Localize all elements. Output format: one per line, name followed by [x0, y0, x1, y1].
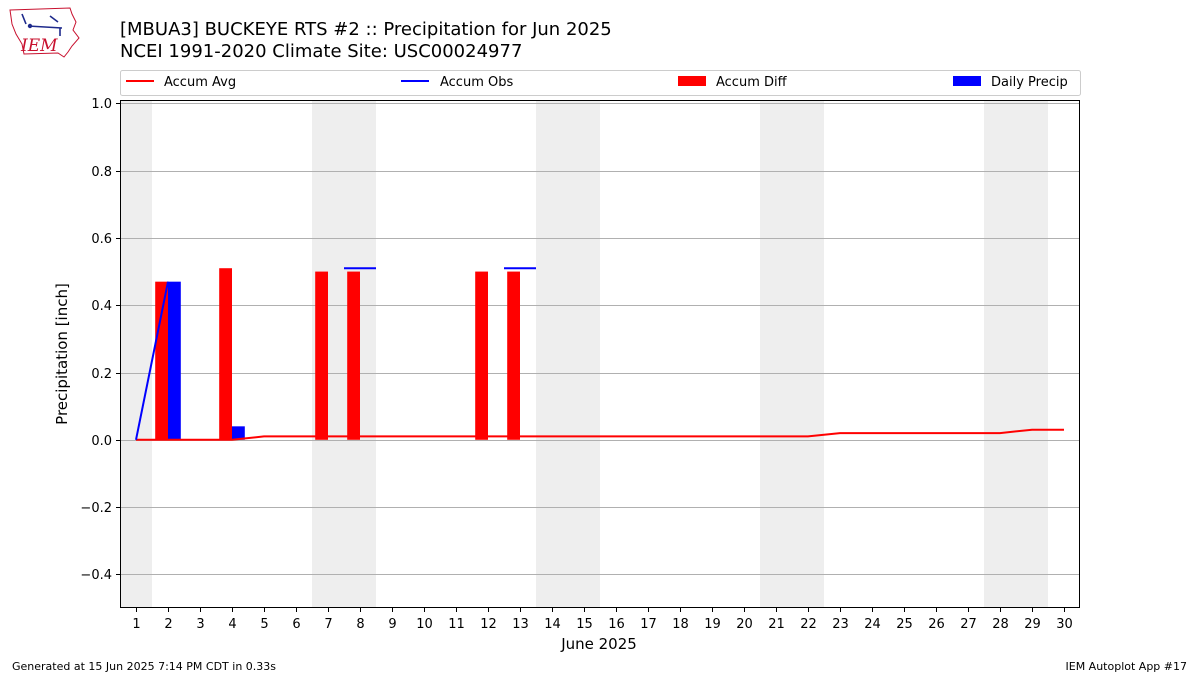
- x-tick-label: 22: [800, 617, 817, 632]
- x-tick-label: 27: [960, 617, 977, 632]
- x-tick-label: 19: [704, 617, 721, 632]
- accum-diff-bar: [475, 271, 488, 440]
- iem-logo: IEM: [9, 7, 80, 58]
- weekend-shade: [120, 100, 152, 608]
- legend-label: Accum Diff: [716, 75, 788, 90]
- x-tick-label: 14: [544, 617, 561, 632]
- x-tick-label: 21: [768, 617, 785, 632]
- y-tick-label: 0.6: [91, 232, 112, 247]
- x-tick-label: 9: [388, 617, 396, 632]
- x-tick-label: 20: [736, 617, 753, 632]
- y-tick-label: 0.0: [91, 434, 112, 449]
- chart-subtitle: NCEI 1991-2020 Climate Site: USC00024977: [120, 41, 522, 62]
- x-tick-label: 26: [928, 617, 945, 632]
- x-tick-label: 3: [196, 617, 204, 632]
- accum-diff-bar: [155, 281, 168, 440]
- y-tick-label: −0.2: [80, 501, 112, 516]
- x-tick-label: 11: [448, 617, 465, 632]
- x-tick-label: 18: [672, 617, 689, 632]
- x-tick-label: 17: [640, 617, 657, 632]
- legend-box: [120, 70, 1081, 96]
- x-tick-label: 25: [896, 617, 913, 632]
- y-axis-label: Precipitation [inch]: [53, 283, 71, 425]
- accum-diff-bar: [507, 271, 520, 440]
- x-tick-label: 30: [1056, 617, 1073, 632]
- legend-label: Daily Precip: [991, 75, 1068, 90]
- legend-entry-accum-diff: Accum Diff: [678, 75, 788, 90]
- weather-station-icon: [21, 13, 63, 36]
- logo-text: IEM: [20, 36, 58, 56]
- lines: [135, 267, 1064, 441]
- bars: [155, 268, 520, 440]
- weekend-shade: [536, 100, 600, 608]
- footer-generated: Generated at 15 Jun 2025 7:14 PM CDT in …: [12, 660, 276, 673]
- x-tick-label: 10: [416, 617, 433, 632]
- accum-diff-bar: [315, 271, 328, 440]
- y-tick-label: −0.4: [80, 568, 112, 583]
- chart-title: [MBUA3] BUCKEYE RTS #2 :: Precipitation …: [120, 19, 612, 40]
- x-tick-label: 13: [512, 617, 529, 632]
- legend: Accum Avg Accum Obs Accum Diff Daily Pre…: [120, 70, 1081, 96]
- accum-avg-line: [136, 428, 1064, 441]
- legend-entry-accum-avg: Accum Avg: [126, 75, 236, 90]
- x-tick-label: 2: [164, 617, 172, 632]
- legend-bar-swatch: [953, 76, 981, 86]
- x-tick-label: 5: [260, 617, 268, 632]
- x-axis-ticks: 1 2 3 4 5 6 7 8 9 10 11 12 13 14 15 16 17 18 19 20 21 22 23 24 2…: [132, 608, 1073, 632]
- x-tick-label: 16: [608, 617, 625, 632]
- x-tick-label: 1: [132, 617, 140, 632]
- accum-obs-line: [135, 281, 169, 440]
- x-tick-label: 29: [1024, 617, 1041, 632]
- weekend-shade: [984, 100, 1048, 608]
- y-tick-label: 0.8: [91, 165, 112, 180]
- legend-label: Accum Avg: [164, 75, 236, 90]
- legend-bar-swatch: [678, 76, 706, 86]
- x-tick-label: 8: [356, 617, 364, 632]
- y-tick-label: 1.0: [91, 97, 112, 112]
- x-axis-label: June 2025: [560, 635, 637, 653]
- plot-frame: [120, 100, 1080, 608]
- daily-precip-bar: [232, 426, 245, 440]
- legend-entry-daily-precip: Daily Precip: [953, 75, 1068, 90]
- x-tick-label: 6: [292, 617, 300, 632]
- x-tick-label: 7: [324, 617, 332, 632]
- weekend-shade: [760, 100, 824, 608]
- iowa-outline-icon: [9, 7, 80, 58]
- y-tick-label: 0.4: [91, 299, 112, 314]
- footer-app: IEM Autoplot App #17: [1066, 660, 1188, 673]
- x-tick-label: 24: [864, 617, 881, 632]
- legend-label: Accum Obs: [440, 75, 513, 90]
- daily-precip-bar: [168, 281, 181, 440]
- x-tick-label: 15: [576, 617, 593, 632]
- x-tick-label: 28: [992, 617, 1009, 632]
- y-axis-ticks: −0.4 −0.2 0.0 0.2 0.4 0.6 0.8 1.0: [80, 97, 120, 583]
- accum-diff-bar: [219, 268, 232, 440]
- x-tick-label: 4: [228, 617, 236, 632]
- x-tick-label: 12: [480, 617, 497, 632]
- y-tick-label: 0.2: [91, 367, 112, 382]
- accum-diff-bar: [347, 271, 360, 440]
- legend-entry-accum-obs: Accum Obs: [401, 75, 513, 90]
- gridlines: [120, 103, 1080, 575]
- x-tick-label: 23: [832, 617, 849, 632]
- station-dot-icon: [27, 23, 33, 29]
- weekend-shading: [120, 100, 1048, 608]
